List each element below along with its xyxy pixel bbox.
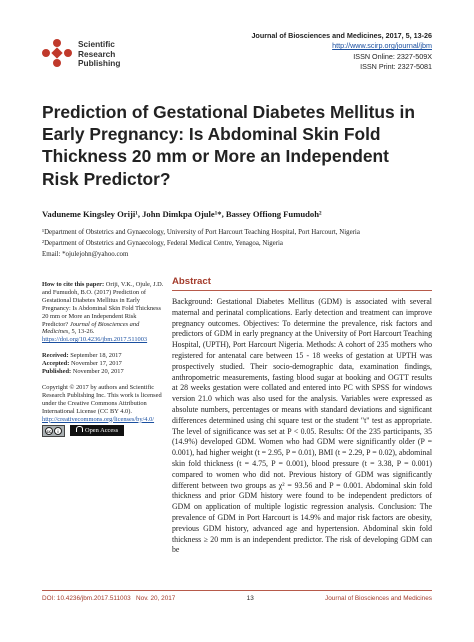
footer-date: Nov. 20, 2017 bbox=[136, 595, 176, 602]
dates-block: Received: September 18, 2017 Accepted: N… bbox=[42, 352, 164, 376]
page-footer: DOI: 10.4236/jbm.2017.511003 Nov. 20, 20… bbox=[42, 590, 432, 602]
abstract-heading: Abstract bbox=[172, 276, 432, 291]
author-email: Email: *ojulejohn@yahoo.com bbox=[42, 251, 129, 258]
received-label: Received: bbox=[42, 352, 69, 360]
copyright-text: Copyright © 2017 by authors and Scientif… bbox=[42, 383, 162, 415]
published-label: Published: bbox=[42, 368, 72, 376]
affiliation-1: ¹Department of Obstetrics and Gynaecolog… bbox=[42, 229, 360, 236]
footer-doi-date: DOI: 10.4236/jbm.2017.511003 Nov. 20, 20… bbox=[42, 595, 175, 602]
publisher-logo: Scientific Research Publishing bbox=[40, 38, 160, 68]
open-access-badge: Open Access bbox=[70, 425, 125, 436]
journal-citation: Journal of Biosciences and Medicines, 20… bbox=[251, 31, 432, 40]
journal-url-link[interactable]: http://www.scirp.org/journal/jbm bbox=[332, 41, 432, 51]
license-link[interactable]: http://creativecommons.org/licenses/by/4… bbox=[42, 415, 155, 423]
cite-text: Oriji, V.K., Ojule, J.D. and Fumudoh, B.… bbox=[42, 281, 164, 328]
logo-line-1: Scientific bbox=[78, 39, 115, 49]
cite-label: How to cite this paper: bbox=[42, 281, 105, 288]
cite-tail: , 5, 13-26. bbox=[68, 328, 95, 336]
footer-doi: DOI: 10.4236/jbm.2017.511003 bbox=[42, 595, 131, 602]
logo-text: Scientific Research Publishing bbox=[78, 39, 121, 69]
published-date: November 20, 2017 bbox=[72, 368, 124, 376]
paper-title: Prediction of Gestational Diabetes Melli… bbox=[42, 101, 442, 190]
title-line-1: Prediction of Gestational Diabetes Melli… bbox=[42, 102, 415, 122]
received-date: September 18, 2017 bbox=[70, 352, 122, 360]
logo-line-3: Publishing bbox=[78, 58, 121, 69]
journal-info: Journal of Biosciences and Medicines, 20… bbox=[251, 31, 432, 72]
lock-icon bbox=[76, 426, 83, 433]
accepted-label: Accepted: bbox=[42, 360, 70, 368]
license-badges: cc i Open Access bbox=[42, 424, 164, 437]
accepted-date: November 17, 2017 bbox=[70, 360, 122, 368]
logo-line-2: Research bbox=[78, 48, 116, 59]
page-number: 13 bbox=[246, 595, 254, 602]
scirp-logo-icon bbox=[42, 39, 72, 67]
citation-block: How to cite this paper: Oriji, V.K., Oju… bbox=[42, 281, 164, 344]
article-sidebar: How to cite this paper: Oriji, V.K., Oju… bbox=[42, 281, 164, 445]
issn-print: ISSN Print: 2327-5081 bbox=[360, 61, 432, 71]
affiliation-2: ²Department of Obstetrics and Gynaecolog… bbox=[42, 240, 283, 247]
abstract-text: Background: Gestational Diabetes Mellitu… bbox=[172, 297, 432, 555]
cc-by-badge-icon[interactable]: cc i bbox=[42, 424, 65, 437]
copyright-block: Copyright © 2017 by authors and Scientif… bbox=[42, 384, 164, 437]
title-line-3: Thickness 20 mm or More an Independent bbox=[42, 146, 389, 167]
open-access-label: Open Access bbox=[85, 427, 119, 435]
cite-journal: Journal of Biosciences and Medicines bbox=[42, 320, 140, 336]
authors: Vaduneme Kingsley Oriji¹, John Dimkpa Oj… bbox=[42, 209, 322, 219]
affiliations: ¹Department of Obstetrics and Gynaecolog… bbox=[42, 227, 442, 260]
title-line-2: Early Pregnancy: Is Abdominal Skin Fold bbox=[42, 124, 381, 145]
title-line-4: Risk Predictor? bbox=[42, 168, 171, 189]
footer-journal: Journal of Biosciences and Medicines bbox=[325, 595, 432, 602]
cite-doi-link[interactable]: https://doi.org/10.4236/jbm.2017.511003 bbox=[42, 336, 148, 344]
issn-online: ISSN Online: 2327-509X bbox=[353, 51, 432, 61]
abstract-section: Abstract Background: Gestational Diabete… bbox=[172, 276, 432, 556]
